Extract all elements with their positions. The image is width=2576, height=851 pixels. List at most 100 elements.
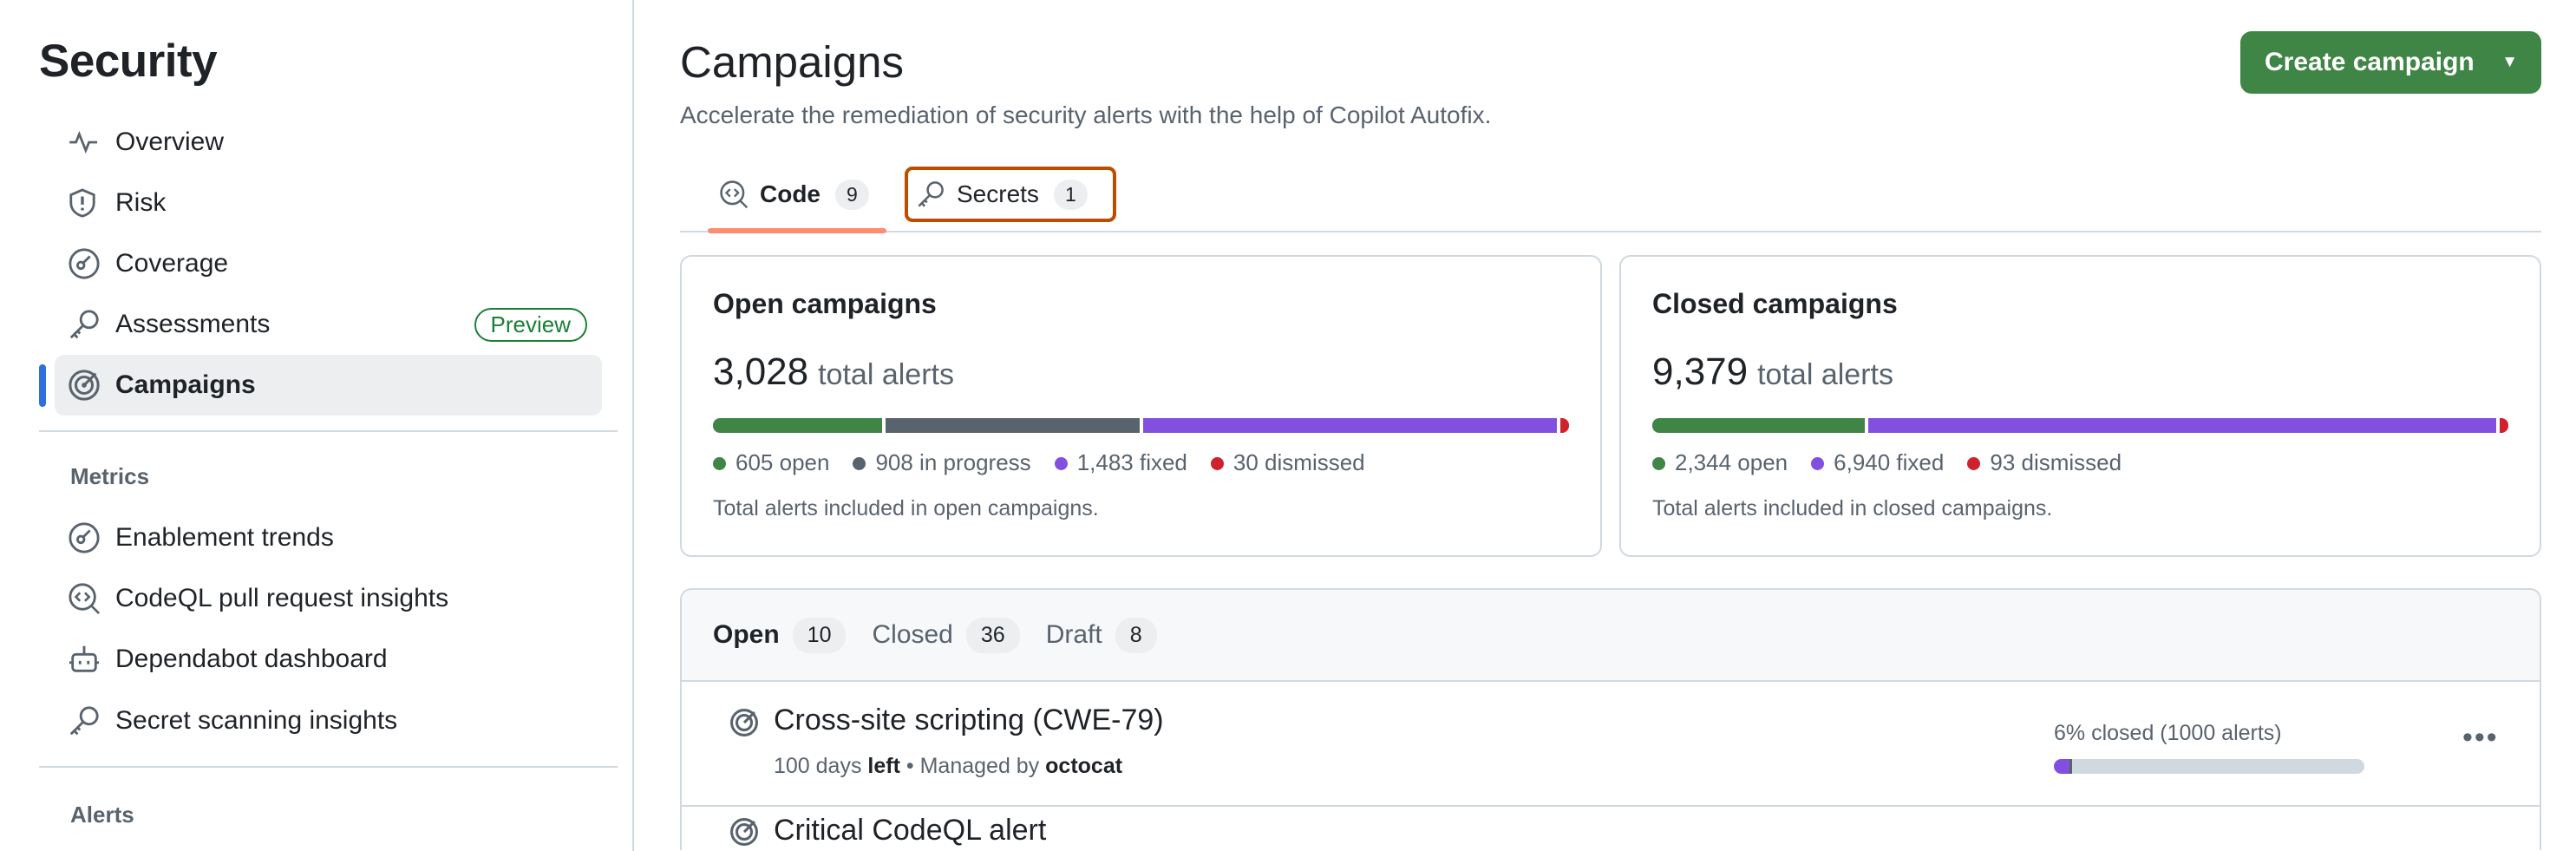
legend-label: 2,344 open (1675, 449, 1788, 475)
filter-draft[interactable]: Draft 8 (1045, 617, 1157, 653)
campaign-title-link[interactable]: Critical CodeQL alert (774, 814, 1047, 847)
legend: 605 open 908 in progress 1,483 fixed 30 dis… (713, 449, 1365, 476)
pulse-icon (68, 129, 101, 155)
left-label: left (867, 754, 900, 778)
sidebar-item-overview[interactable]: Overview (55, 112, 602, 173)
progress-in-progress (2069, 759, 2073, 774)
alerts-stacked-bar (1652, 418, 2508, 433)
managed-label: Managed by (919, 754, 1040, 778)
bar-segment (1652, 418, 1865, 433)
legend-dot (1210, 457, 1224, 470)
tab-label: Code (760, 180, 821, 207)
section-heading-metrics: Metrics (70, 463, 150, 489)
total-alerts: 3,028 total alerts (713, 350, 954, 394)
legend: 2,344 open 6,940 fixed 93 dismissed (1652, 449, 2122, 476)
caret-down-icon[interactable]: ▼ (2501, 53, 2518, 71)
page-title: Campaigns (680, 37, 904, 87)
total-label: total alerts (1757, 358, 1893, 391)
sidebar-item-label: Dependabot dashboard (115, 645, 388, 673)
sidebar-item-secret-scanning-insights[interactable]: Secret scanning insights (55, 691, 602, 751)
sidebar-item-coverage[interactable]: Coverage (55, 233, 602, 294)
target-icon (729, 817, 759, 847)
sidebar-title: Security (39, 36, 218, 87)
progress-bar (2054, 759, 2364, 774)
codescan-icon (68, 582, 101, 615)
progress-fixed (2054, 759, 2069, 774)
target-icon (68, 369, 101, 402)
sidebar-item-enablement-trends[interactable]: Enablement trends (55, 507, 602, 568)
dependabot-icon (68, 643, 101, 676)
list-item[interactable]: Critical CodeQL alert (682, 807, 2540, 850)
legend-label: 1,483 fixed (1076, 449, 1187, 475)
sidebar-item-codeql-insights[interactable]: CodeQL pull request insights (55, 568, 602, 629)
owner-link[interactable]: octocat (1045, 754, 1123, 778)
legend-item: 93 dismissed (1967, 449, 2122, 476)
sidebar-item-label: Risk (115, 188, 167, 217)
filter-label: Closed (872, 620, 953, 649)
campaign-title-link[interactable]: Cross-site scripting (CWE-79) (774, 704, 1164, 736)
legend-label: 908 in progress (875, 449, 1031, 475)
legend-label: 6,940 fixed (1834, 449, 1945, 475)
legend-dot (1652, 457, 1665, 470)
tab-label: Secrets (957, 180, 1039, 207)
codescan-icon (719, 180, 749, 209)
sidebar-item-label: Overview (115, 128, 225, 156)
bar-segment (713, 418, 882, 433)
card-title: Open campaigns (713, 288, 937, 319)
total-number: 3,028 (713, 350, 809, 393)
filter-open[interactable]: Open 10 (713, 617, 847, 653)
create-campaign-button[interactable]: Create campaign ▼ (2240, 31, 2541, 94)
target-icon (729, 708, 759, 737)
campaign-meta: 100 days left • Managed by octocat (774, 754, 1122, 779)
meter-icon (68, 521, 101, 554)
progress-text: 6% closed (1000 alerts) (2054, 721, 2282, 745)
legend-item: 1,483 fixed (1054, 449, 1187, 476)
sidebar-item-assessments[interactable]: Assessments Preview (55, 294, 602, 355)
card-footer: Total alerts included in closed campaign… (1652, 496, 2053, 520)
preview-badge: Preview (474, 307, 587, 342)
legend-label: 30 dismissed (1232, 449, 1365, 475)
bar-segment (885, 418, 1140, 433)
divider (39, 766, 618, 768)
separator: • (906, 754, 914, 778)
sidebar-item-risk[interactable]: Risk (55, 173, 602, 233)
filter-count: 36 (965, 617, 1020, 653)
tab-secrets[interactable]: Secrets 1 (905, 167, 1116, 222)
sidebar-item-campaigns[interactable]: Campaigns (55, 355, 602, 416)
legend-item: 2,344 open (1652, 449, 1788, 476)
legend-label: 605 open (736, 449, 830, 475)
tab-count: 9 (835, 179, 869, 210)
bar-segment (1560, 418, 1569, 433)
open-campaigns-card: Open campaigns 3,028 total alerts 605 ope… (680, 255, 1602, 557)
sidebar-item-label: Campaigns (115, 370, 256, 399)
sidebar-item-label: Coverage (115, 249, 229, 278)
card-footer: Total alerts included in open campaigns. (713, 496, 1099, 520)
key-icon (916, 180, 945, 209)
filter-label: Open (713, 620, 780, 649)
legend-dot (713, 457, 726, 470)
shield-icon (68, 188, 101, 218)
active-indicator (39, 364, 46, 407)
bar-segment (1867, 418, 2497, 433)
key-icon (68, 308, 101, 341)
closed-campaigns-card: Closed campaigns 9,379 total alerts 2,344… (1619, 255, 2541, 557)
days-left: 100 days (774, 754, 862, 778)
filter-count: 10 (792, 617, 847, 653)
list-item[interactable]: Cross-site scripting (CWE-79) 100 days l… (682, 682, 2540, 807)
list-filter-bar: Open 10 Closed 36 Draft 8 (682, 590, 2540, 682)
legend-item: 605 open (713, 449, 829, 476)
total-label: total alerts (818, 358, 954, 391)
more-options-button[interactable]: ••• (2462, 721, 2499, 754)
sidebar-item-dependabot[interactable]: Dependabot dashboard (55, 629, 602, 690)
card-title: Closed campaigns (1652, 288, 1898, 319)
tab-bar: Code 9 Secrets 1 (680, 163, 2541, 233)
tab-code[interactable]: Code 9 (708, 167, 886, 233)
filter-closed[interactable]: Closed 36 (872, 617, 1020, 653)
divider (39, 430, 618, 432)
filter-label: Draft (1045, 620, 1102, 649)
total-number: 9,379 (1652, 350, 1749, 393)
section-heading-alerts: Alerts (70, 802, 134, 828)
legend-dot (1054, 457, 1068, 470)
sidebar-item-label: CodeQL pull request insights (115, 584, 449, 612)
sidebar-item-label: Secret scanning insights (115, 706, 398, 735)
